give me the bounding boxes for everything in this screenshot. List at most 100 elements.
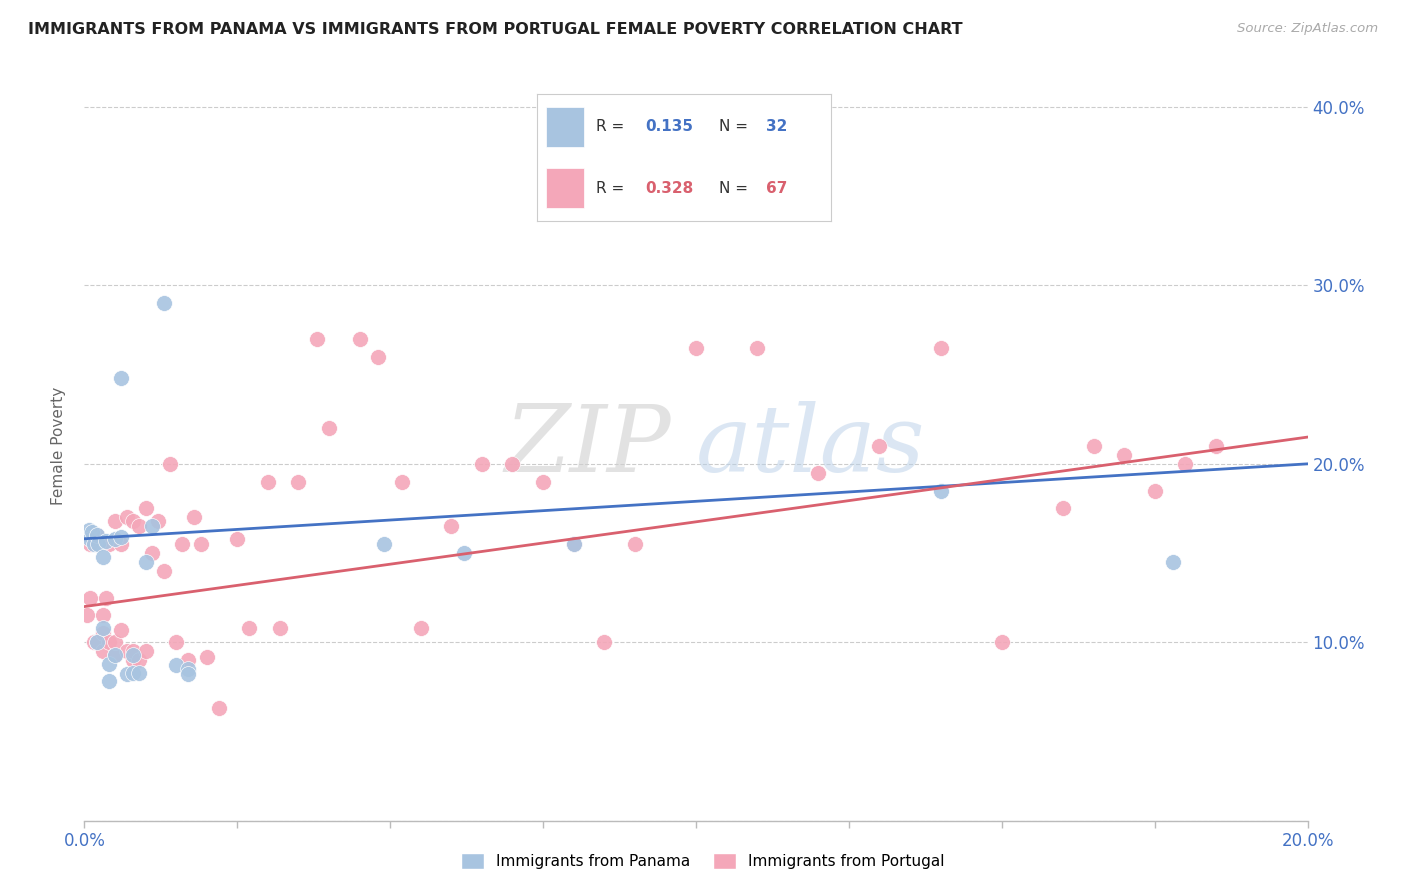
Point	[79, 591, 101, 605]
Point	[318, 421, 340, 435]
Point	[135, 555, 157, 569]
Point	[79, 537, 101, 551]
Point	[305, 332, 328, 346]
Point	[190, 537, 212, 551]
Point	[104, 648, 127, 662]
Point	[287, 475, 309, 489]
Point	[367, 350, 389, 364]
Point	[86, 635, 108, 649]
Point	[110, 537, 132, 551]
Point	[807, 466, 830, 480]
Point	[115, 510, 138, 524]
Point	[91, 608, 114, 623]
Point	[91, 549, 114, 564]
Point	[135, 644, 157, 658]
Point	[349, 332, 371, 346]
Point	[110, 623, 132, 637]
Point	[991, 635, 1014, 649]
Point	[122, 644, 145, 658]
Point	[177, 662, 200, 676]
Point	[91, 621, 114, 635]
Point	[141, 519, 163, 533]
Point	[86, 528, 108, 542]
Point	[373, 537, 395, 551]
Point	[86, 528, 108, 542]
Point	[1161, 555, 1184, 569]
Point	[104, 648, 127, 662]
Point	[104, 514, 127, 528]
Point	[94, 591, 117, 605]
Point	[1083, 439, 1105, 453]
Point	[159, 457, 181, 471]
Point	[172, 537, 194, 551]
Point	[208, 701, 231, 715]
Point	[80, 524, 103, 539]
Point	[146, 514, 169, 528]
Point	[128, 665, 150, 680]
Text: Source: ZipAtlas.com: Source: ZipAtlas.com	[1237, 22, 1378, 36]
Point	[409, 621, 432, 635]
Point	[104, 635, 127, 649]
Point	[183, 510, 205, 524]
Text: IMMIGRANTS FROM PANAMA VS IMMIGRANTS FROM PORTUGAL FEMALE POVERTY CORRELATION CH: IMMIGRANTS FROM PANAMA VS IMMIGRANTS FRO…	[28, 22, 963, 37]
Point	[91, 626, 114, 640]
Point	[624, 537, 647, 551]
Point	[122, 648, 145, 662]
Point	[97, 635, 120, 649]
Point	[391, 475, 413, 489]
Point	[1174, 457, 1197, 471]
Point	[929, 483, 952, 498]
Point	[122, 665, 145, 680]
Point	[76, 528, 98, 542]
Point	[135, 501, 157, 516]
Point	[76, 608, 98, 623]
Point	[91, 644, 114, 658]
Point	[257, 475, 280, 489]
Point	[165, 658, 187, 673]
Point	[115, 644, 138, 658]
Point	[83, 537, 105, 551]
Point	[685, 341, 707, 355]
Point	[87, 537, 110, 551]
Point	[177, 653, 200, 667]
Point	[471, 457, 494, 471]
Point	[1143, 483, 1166, 498]
Point	[97, 674, 120, 689]
Point	[97, 657, 120, 671]
Point	[110, 371, 132, 385]
Point	[562, 537, 585, 551]
Legend: Immigrants from Panama, Immigrants from Portugal: Immigrants from Panama, Immigrants from …	[456, 847, 950, 875]
Point	[440, 519, 463, 533]
Point	[269, 621, 291, 635]
Point	[77, 523, 100, 537]
Point	[165, 635, 187, 649]
Point	[122, 514, 145, 528]
Point	[115, 667, 138, 681]
Point	[1205, 439, 1227, 453]
Point	[153, 564, 176, 578]
Point	[226, 532, 249, 546]
Point	[122, 653, 145, 667]
Point	[141, 546, 163, 560]
Y-axis label: Female Poverty: Female Poverty	[51, 387, 66, 505]
Point	[128, 519, 150, 533]
Point	[128, 653, 150, 667]
Point	[97, 537, 120, 551]
Point	[869, 439, 891, 453]
Point	[1114, 448, 1136, 462]
Text: atlas: atlas	[696, 401, 925, 491]
Point	[1052, 501, 1074, 516]
Point	[562, 537, 585, 551]
Point	[177, 667, 200, 681]
Point	[238, 621, 260, 635]
Point	[531, 475, 554, 489]
Point	[929, 341, 952, 355]
Point	[94, 533, 117, 548]
Point	[593, 635, 616, 649]
Point	[86, 635, 108, 649]
Point	[79, 532, 101, 546]
Point	[104, 532, 127, 546]
Text: ZIP: ZIP	[505, 401, 672, 491]
Point	[83, 635, 105, 649]
Point	[153, 296, 176, 310]
